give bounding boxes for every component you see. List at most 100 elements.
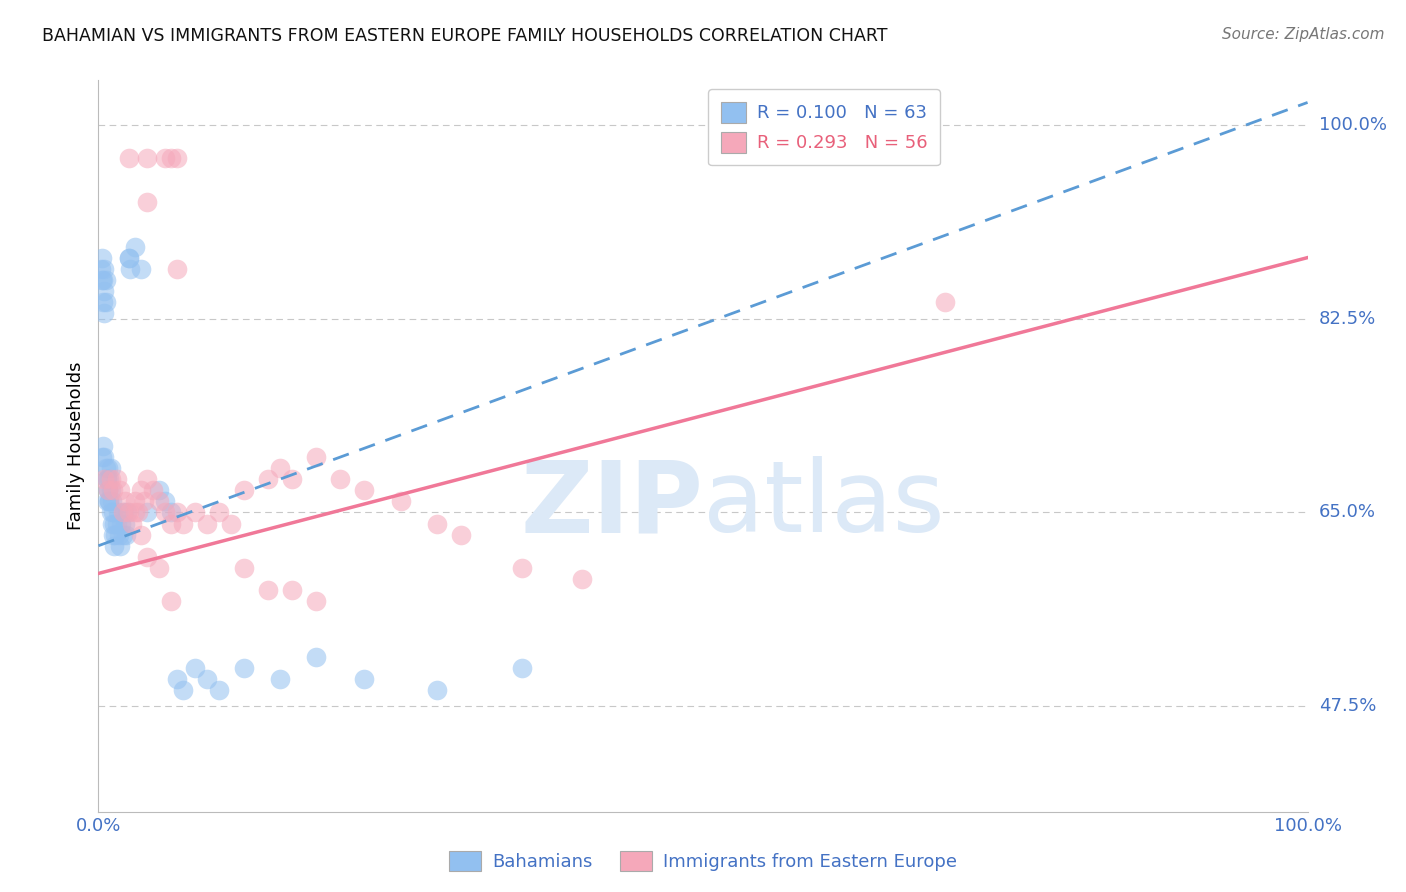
Point (91, 273, 114, 287)
Point (166, 506, 188, 520)
Point (90, 261, 112, 276)
Point (184, 506, 207, 520)
Point (172, 516, 194, 531)
Point (148, 561, 170, 575)
Point (100, 494, 122, 508)
Point (96, 472, 118, 486)
Point (305, 649, 328, 664)
Point (94, 273, 117, 287)
Text: 82.5%: 82.5% (1319, 310, 1376, 327)
Y-axis label: Family Households: Family Households (67, 362, 86, 530)
Point (510, 561, 533, 575)
Point (752, 860, 775, 874)
Point (94, 294, 117, 309)
Point (118, 251, 141, 265)
Point (256, 472, 278, 486)
Legend: R = 0.100   N = 63, R = 0.293   N = 56: R = 0.100 N = 63, R = 0.293 N = 56 (707, 89, 941, 165)
Text: ZIP: ZIP (520, 456, 703, 553)
Point (94, 461, 117, 475)
Point (813, 860, 835, 874)
Point (135, 472, 157, 486)
Point (426, 516, 449, 531)
Point (389, 494, 412, 508)
Point (281, 583, 304, 598)
Point (103, 516, 125, 531)
Text: 47.5%: 47.5% (1319, 698, 1376, 715)
Point (195, 672, 218, 686)
Point (91, 439, 114, 453)
Point (114, 516, 136, 531)
Point (100, 472, 122, 486)
Point (160, 151, 183, 165)
Point (93, 261, 115, 276)
Point (117, 506, 139, 520)
Point (305, 594, 328, 608)
Point (108, 483, 131, 498)
Point (135, 549, 157, 564)
Point (450, 527, 472, 541)
Point (153, 151, 176, 165)
Point (426, 682, 449, 697)
Text: 65.0%: 65.0% (1319, 503, 1375, 522)
Point (281, 472, 304, 486)
Point (100, 461, 122, 475)
Point (353, 672, 375, 686)
Point (112, 506, 135, 520)
Point (97, 461, 120, 475)
Point (135, 195, 157, 210)
Point (166, 151, 188, 165)
Point (160, 594, 183, 608)
Point (111, 506, 134, 520)
Point (221, 516, 243, 531)
Point (101, 483, 124, 498)
Point (115, 527, 138, 541)
Point (127, 506, 149, 520)
Point (98, 494, 121, 508)
Legend: Bahamians, Immigrants from Eastern Europe: Bahamians, Immigrants from Eastern Europ… (441, 844, 965, 879)
Point (571, 572, 593, 586)
Point (134, 494, 156, 508)
Point (269, 672, 291, 686)
Point (148, 483, 170, 498)
Point (208, 506, 231, 520)
Point (166, 261, 188, 276)
Point (232, 660, 254, 674)
Point (118, 261, 141, 276)
Point (108, 539, 131, 553)
Point (934, 294, 956, 309)
Point (148, 494, 170, 508)
Point (305, 450, 328, 464)
Point (353, 483, 375, 498)
Text: 100.0%: 100.0% (1319, 116, 1386, 134)
Point (153, 506, 176, 520)
Point (160, 506, 183, 520)
Text: Source: ZipAtlas.com: Source: ZipAtlas.com (1222, 27, 1385, 42)
Point (114, 494, 136, 508)
Point (105, 516, 128, 531)
Point (111, 527, 134, 541)
Point (153, 494, 176, 508)
Point (107, 506, 129, 520)
Point (184, 660, 207, 674)
Point (118, 151, 141, 165)
Point (91, 273, 114, 287)
Point (100, 506, 122, 520)
Point (96, 494, 118, 508)
Point (118, 506, 141, 520)
Point (135, 151, 157, 165)
Point (269, 461, 291, 475)
Text: BAHAMIAN VS IMMIGRANTS FROM EASTERN EUROPE FAMILY HOUSEHOLDS CORRELATION CHART: BAHAMIAN VS IMMIGRANTS FROM EASTERN EURO… (42, 27, 887, 45)
Point (329, 472, 352, 486)
Point (121, 516, 143, 531)
Point (256, 583, 278, 598)
Point (101, 506, 124, 520)
Point (108, 527, 131, 541)
Point (98, 494, 121, 508)
Point (91, 251, 114, 265)
Point (110, 516, 132, 531)
Point (232, 561, 254, 575)
Point (129, 261, 152, 276)
Point (160, 516, 183, 531)
Point (103, 539, 125, 553)
Point (195, 516, 218, 531)
